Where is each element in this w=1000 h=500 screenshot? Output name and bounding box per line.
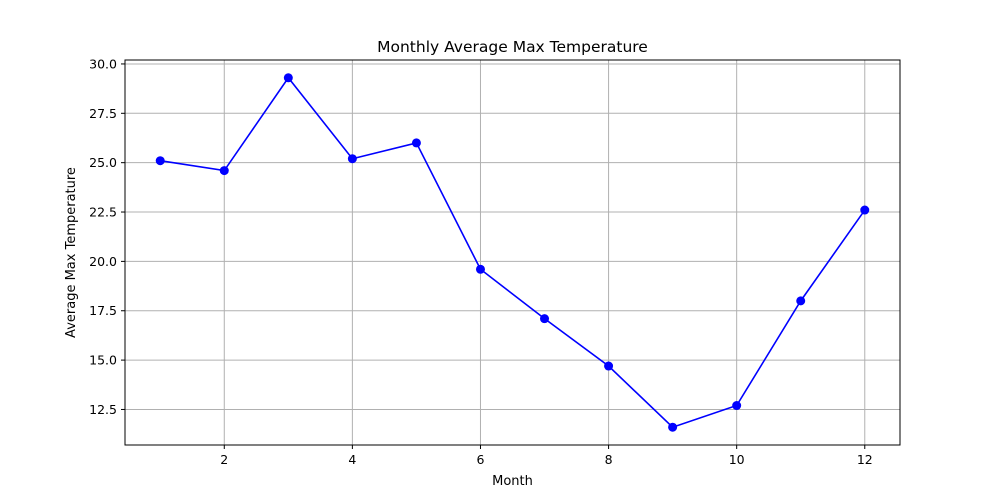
y-tick-label: 22.5	[89, 205, 117, 220]
data-point	[540, 314, 550, 324]
data-point	[219, 166, 229, 176]
data-point	[668, 422, 678, 432]
y-tick-label: 27.5	[89, 106, 117, 121]
y-tick-label: 20.0	[89, 254, 117, 269]
x-tick-label: 12	[857, 452, 873, 467]
x-tick-label: 4	[348, 452, 356, 467]
data-point	[732, 401, 742, 411]
chart-title: Monthly Average Max Temperature	[377, 38, 648, 56]
grid	[125, 60, 900, 445]
data-point	[604, 361, 614, 371]
series-line	[160, 76, 866, 429]
x-tick-label: 6	[476, 452, 484, 467]
series	[155, 73, 870, 432]
x-tick-label: 10	[729, 452, 745, 467]
y-tick-label: 17.5	[89, 303, 117, 318]
data-point	[283, 73, 293, 83]
data-point	[796, 296, 806, 306]
axis-ticks: 2 4 6 8 10 12 12.5 15.0 17.5 20.0 22.5 25.0 27.5 30.0	[89, 56, 873, 467]
y-tick-label: 25.0	[89, 155, 117, 170]
y-tick-label: 12.5	[89, 402, 117, 417]
data-point	[475, 264, 485, 274]
y-axis-label: Average Max Temperature	[64, 167, 79, 338]
y-tick-label: 15.0	[89, 353, 117, 368]
x-tick-label: 2	[220, 452, 228, 467]
data-point	[347, 154, 357, 164]
x-axis-label: Month	[492, 474, 533, 489]
x-tick-label: 8	[605, 452, 613, 467]
plot-frame	[124, 59, 901, 446]
data-point	[411, 138, 421, 148]
data-point	[155, 156, 165, 166]
y-tick-label: 30.0	[89, 56, 117, 71]
data-point	[860, 205, 870, 215]
